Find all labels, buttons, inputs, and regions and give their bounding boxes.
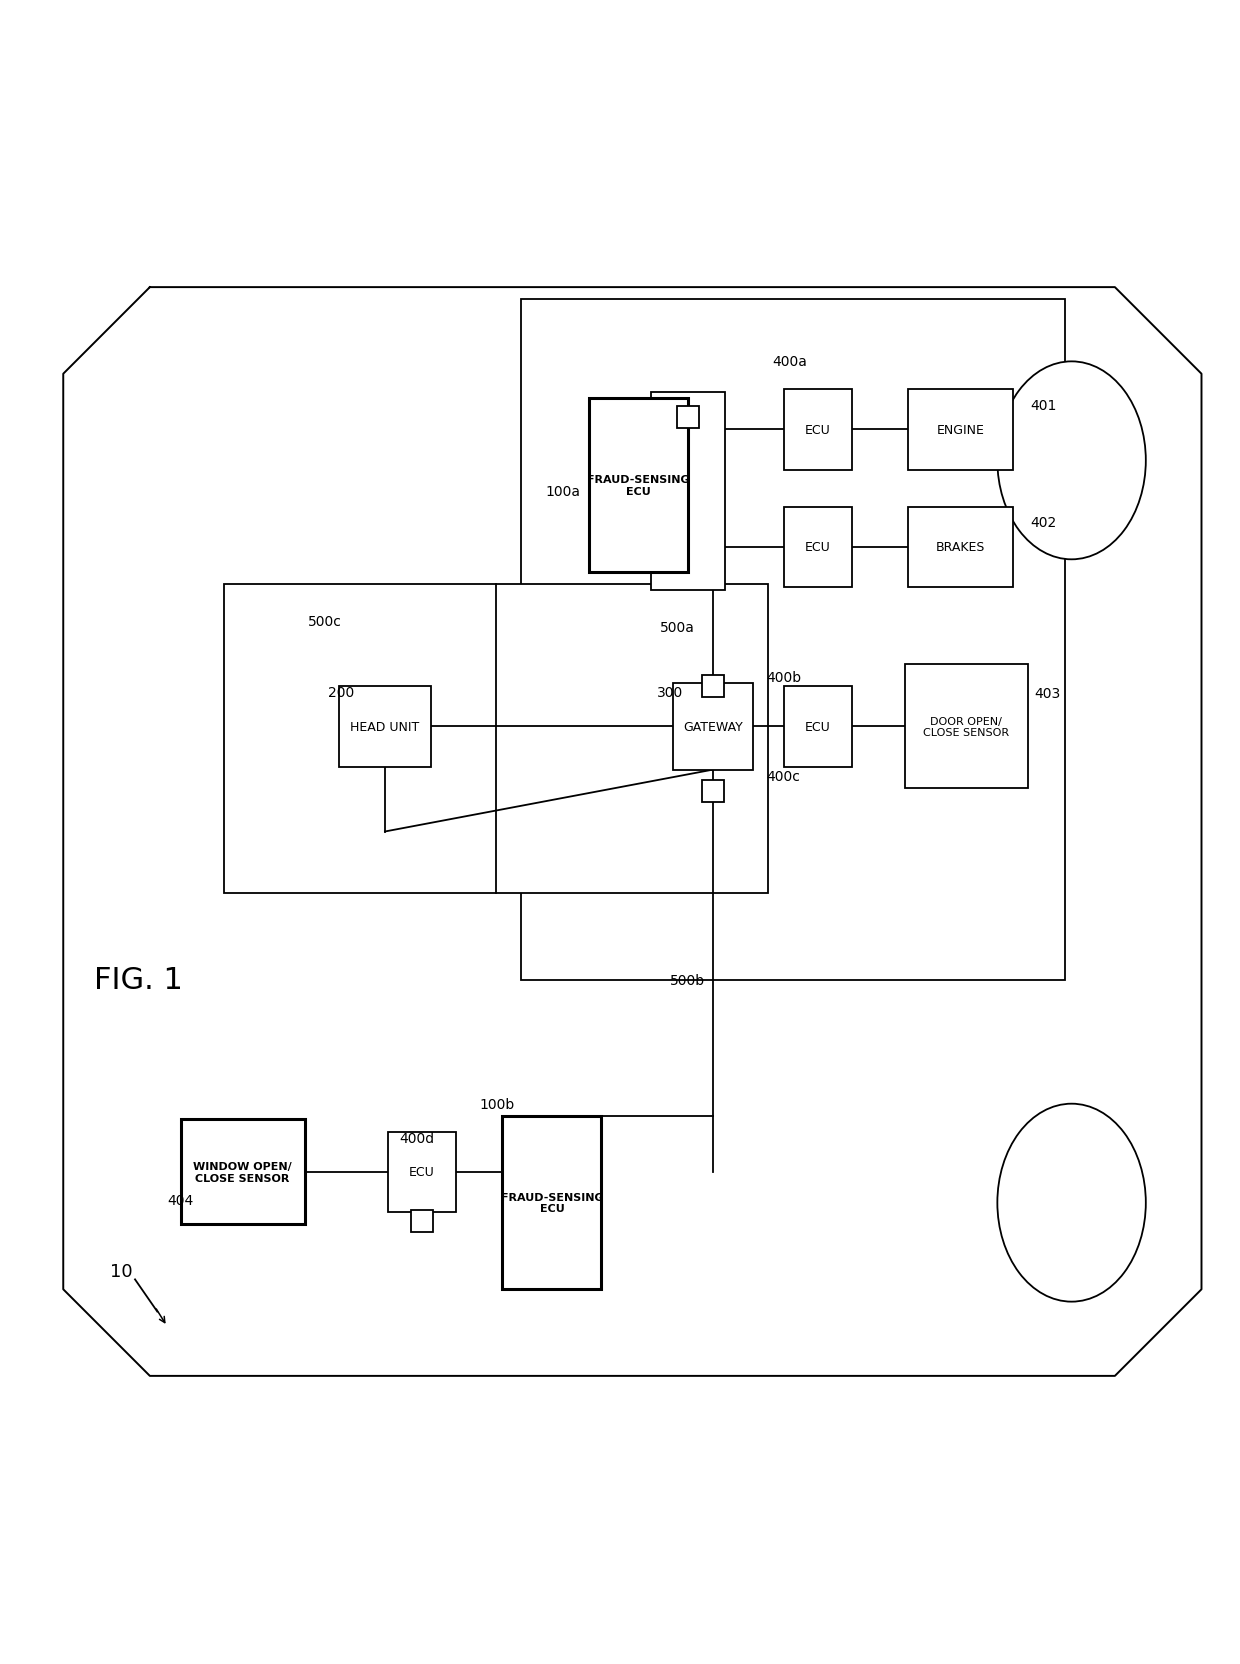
Text: 100b: 100b <box>480 1097 515 1112</box>
Text: ENGINE: ENGINE <box>936 424 985 436</box>
Ellipse shape <box>997 1103 1146 1301</box>
Bar <box>784 389 852 471</box>
Bar <box>388 1132 456 1211</box>
Text: 404: 404 <box>167 1193 193 1208</box>
Bar <box>502 1117 601 1290</box>
Bar <box>521 300 1065 980</box>
Ellipse shape <box>997 363 1146 561</box>
Bar <box>702 780 724 804</box>
Text: 300: 300 <box>657 686 683 699</box>
Bar <box>651 393 725 591</box>
Text: DOOR OPEN/
CLOSE SENSOR: DOOR OPEN/ CLOSE SENSOR <box>924 716 1009 737</box>
Bar <box>784 508 852 587</box>
Text: 10: 10 <box>110 1261 133 1280</box>
Bar <box>181 1120 305 1225</box>
Bar <box>589 399 688 572</box>
Bar <box>339 687 432 767</box>
Text: 403: 403 <box>1034 687 1060 701</box>
Text: ECU: ECU <box>805 721 831 734</box>
Bar <box>672 684 753 770</box>
Bar <box>410 1210 433 1233</box>
Bar <box>677 406 699 429</box>
Text: GATEWAY: GATEWAY <box>683 721 743 734</box>
Text: BRAKES: BRAKES <box>935 541 985 554</box>
Text: 402: 402 <box>1030 516 1056 529</box>
Text: HEAD UNIT: HEAD UNIT <box>351 721 419 734</box>
Text: 401: 401 <box>1030 398 1058 413</box>
Text: FRAUD-SENSING
ECU: FRAUD-SENSING ECU <box>501 1191 604 1213</box>
Bar <box>784 687 852 767</box>
Text: 500a: 500a <box>660 621 694 636</box>
Text: 400a: 400a <box>773 354 807 369</box>
Text: 400c: 400c <box>766 769 800 784</box>
Bar <box>904 666 1028 789</box>
Text: FRAUD-SENSING
ECU: FRAUD-SENSING ECU <box>588 474 689 496</box>
Bar <box>224 584 769 894</box>
Bar <box>702 676 724 697</box>
Text: 100a: 100a <box>546 484 580 499</box>
Text: WINDOW OPEN/
CLOSE SENSOR: WINDOW OPEN/ CLOSE SENSOR <box>193 1161 293 1183</box>
Text: ECU: ECU <box>409 1165 435 1178</box>
Bar <box>908 508 1013 587</box>
Text: 500b: 500b <box>670 973 704 987</box>
Text: 500c: 500c <box>308 614 342 629</box>
Text: ECU: ECU <box>805 541 831 554</box>
Bar <box>908 389 1013 471</box>
Text: 400b: 400b <box>766 671 801 684</box>
Text: 400d: 400d <box>399 1132 435 1145</box>
Text: ECU: ECU <box>805 424 831 436</box>
Text: FIG. 1: FIG. 1 <box>94 965 184 995</box>
Text: 200: 200 <box>327 686 353 699</box>
